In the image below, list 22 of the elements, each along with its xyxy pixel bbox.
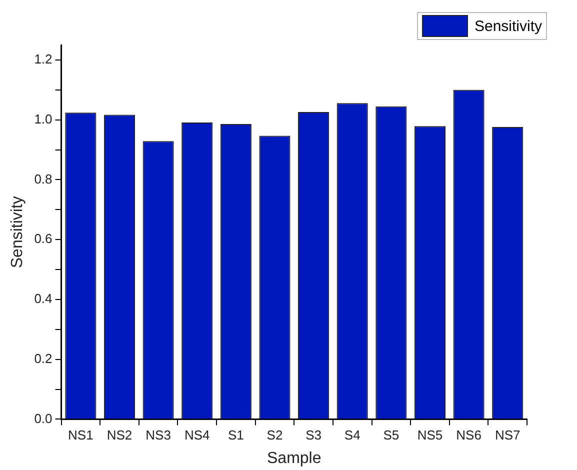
y-tick-label: 0.4 [34,291,52,306]
y-tick-label: 1.0 [34,111,52,126]
y-tick-label: 0.2 [34,350,52,366]
y-tick-label: 0.8 [34,171,52,186]
x-tick-label: S3 [306,428,322,443]
x-tick-label: S1 [228,428,244,443]
x-tick-label: NS6 [456,428,482,443]
x-tick-label: S2 [266,428,283,443]
x-tick-label: NS7 [494,428,520,443]
y-tick-label: 0.6 [34,231,52,246]
x-tick-label: NS3 [146,428,171,443]
x-tick-label: NS1 [68,428,94,443]
x-tick-label: NS4 [184,428,210,443]
x-tick-label: NS2 [106,428,132,443]
x-tick-label: S4 [344,428,360,443]
y-tick-label: 1.2 [34,52,52,67]
x-tick-label: NS5 [417,428,443,443]
y-axis-title: Sensitivity [9,196,26,268]
x-tick-label: S5 [383,428,400,443]
text: Sensitivity [474,18,542,34]
y-tick-label: 0.0 [34,410,52,426]
x-axis-title: Sample [267,450,322,467]
